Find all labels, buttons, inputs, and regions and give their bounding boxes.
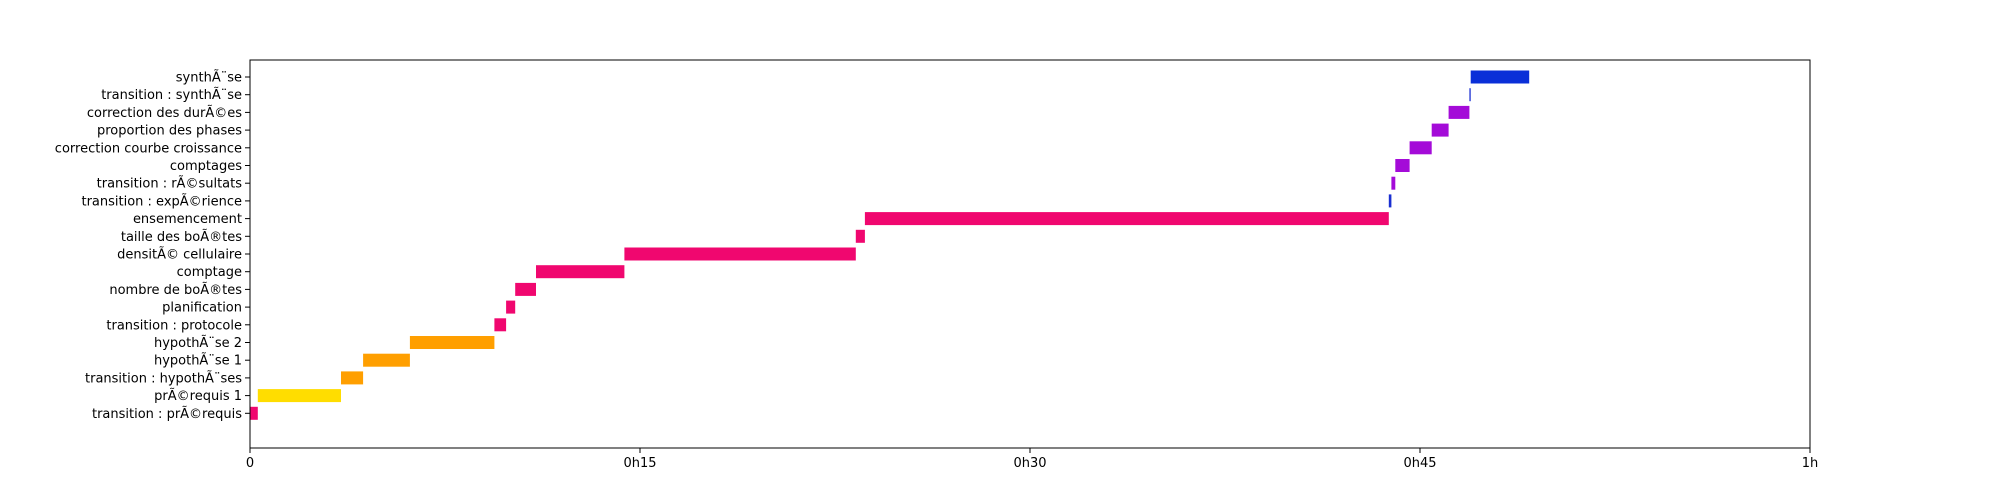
y-tick-label: ensemencement <box>133 212 242 227</box>
task-bar <box>1395 159 1410 172</box>
task-bar <box>250 406 258 420</box>
y-tick-label: hypothÃ¨se 1 <box>154 353 242 369</box>
y-tick-label: transition : prÃ©requis <box>92 406 242 422</box>
x-tick-label: 0h15 <box>623 456 656 471</box>
task-bar <box>855 229 865 243</box>
task-bar <box>624 247 856 261</box>
x-tick-label: 0h45 <box>1403 456 1436 471</box>
y-tick-label: planification <box>162 301 242 316</box>
y-tick-label: prÃ©requis 1 <box>154 388 242 404</box>
y-tick-label: hypothÃ¨se 2 <box>154 335 242 351</box>
y-tick-label: transition : rÃ©sultats <box>97 176 243 192</box>
task-bar <box>257 389 341 403</box>
task-bar <box>864 212 1389 226</box>
bars-group <box>250 70 1530 420</box>
y-tick-label: transition : protocole <box>106 318 242 333</box>
task-bar <box>536 265 625 279</box>
y-tick-label: correction courbe croissance <box>55 141 242 156</box>
y-tick-label: comptages <box>170 159 242 174</box>
task-bar <box>341 371 364 385</box>
plot-frame <box>249 59 1811 449</box>
task-bar <box>1409 141 1432 155</box>
task-bar <box>1388 194 1392 208</box>
task-bar <box>1448 105 1470 119</box>
task-bar <box>409 336 495 349</box>
y-tick-label: taille des boÃ®tes <box>121 229 242 245</box>
task-bar <box>1391 176 1396 190</box>
task-bar <box>506 300 516 314</box>
x-axis: 0 0h15 0h30 0h45 1h <box>246 448 1818 471</box>
task-bar <box>515 282 536 296</box>
y-tick-label: transition : expÃ©rience <box>81 193 242 209</box>
y-tick-label: correction des durÃ©es <box>87 105 242 121</box>
y-tick-label: synthÃ¨se <box>176 70 242 86</box>
task-bar <box>1470 70 1530 84</box>
task-bar <box>1431 123 1449 137</box>
x-tick-label: 0 <box>246 456 254 471</box>
y-tick-label: densitÃ© cellulaire <box>117 247 242 263</box>
task-bar <box>494 318 507 332</box>
x-tick-label: 1h <box>1802 456 1819 471</box>
y-tick-label: nombre de boÃ®tes <box>109 282 242 298</box>
y-tick-label: proportion des phases <box>97 124 242 139</box>
x-tick-label: 0h30 <box>1013 456 1046 471</box>
y-axis: transition : prÃ©requis prÃ©requis 1 trans… <box>55 70 250 422</box>
y-tick-label: transition : synthÃ¨se <box>101 87 242 103</box>
task-bar <box>1469 88 1471 102</box>
y-tick-label: transition : hypothÃ¨ses <box>85 370 242 386</box>
y-tick-label: comptage <box>177 265 242 280</box>
task-bar <box>363 353 410 367</box>
